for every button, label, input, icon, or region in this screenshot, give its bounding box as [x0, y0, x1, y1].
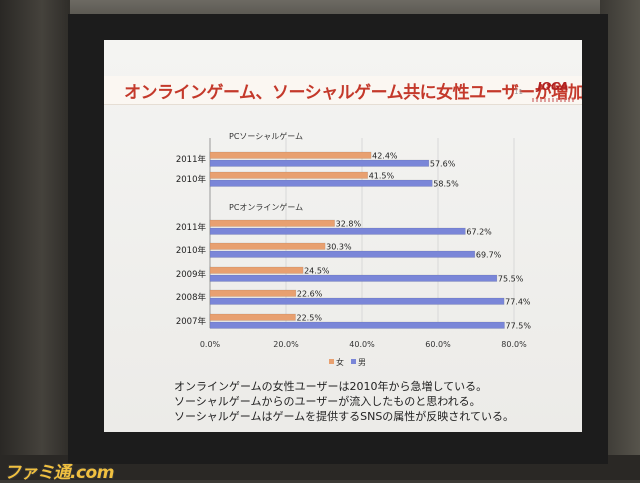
data-label: 30.3% [326, 243, 352, 252]
data-label: 22.6% [297, 290, 323, 299]
data-label: 24.5% [304, 267, 330, 276]
caption-line-2: ソーシャルゲームからのユーザーが流入したものと思われる。 [174, 395, 481, 408]
bar [209, 159, 430, 167]
bar [209, 274, 498, 282]
data-label: 69.7% [476, 251, 502, 260]
legend-swatch [329, 359, 334, 364]
x-tick-label: 80.0% [501, 340, 527, 349]
x-tick-label: 0.0% [200, 340, 221, 349]
bar [209, 289, 297, 297]
legend-label: 女 [336, 357, 344, 367]
bar [209, 219, 335, 227]
category-label: 2007年 [176, 316, 207, 327]
category-label: 2010年 [176, 174, 207, 185]
data-label: 77.4% [505, 298, 531, 307]
data-label: 57.6% [430, 160, 456, 169]
title-band [104, 76, 582, 105]
bar [209, 171, 368, 179]
bar [209, 297, 505, 305]
bar [209, 321, 505, 329]
group-label: PCソーシャルゲーム [229, 131, 303, 141]
data-label: 67.2% [466, 228, 492, 237]
category-label: 2008年 [176, 292, 207, 303]
x-tick-label: 20.0% [273, 340, 299, 349]
data-label: 22.5% [297, 314, 323, 323]
bar [209, 250, 476, 258]
category-label: 2011年 [176, 222, 207, 233]
curtain-left [0, 0, 70, 480]
bar-chart: 0.0% 20.0% 40.0% 60.0% 80.0% PCソーシャルゲーム 2011年 4… [176, 131, 532, 367]
bar [209, 313, 296, 321]
data-label: 58.5% [433, 180, 459, 189]
x-tick-label: 40.0% [349, 340, 375, 349]
bar [209, 179, 433, 187]
joga-logo: JOGA [537, 80, 569, 93]
x-tick-label: 60.0% [425, 340, 451, 349]
category-label: 2009年 [176, 269, 207, 280]
data-label: 42.4% [372, 152, 398, 161]
legend-label: 男 [358, 358, 366, 367]
slide-title: オンラインゲーム、ソーシャルゲーム共に女性ユーザーが増加 [124, 83, 582, 103]
caption-line-1: オンラインゲームの女性ユーザーは2010年から急増している。 [174, 380, 488, 393]
bar [209, 242, 326, 250]
category-label: 2011年 [176, 154, 207, 165]
category-label: 2010年 [176, 245, 207, 256]
bar [209, 227, 466, 235]
group-label: PCオンラインゲーム [229, 202, 303, 212]
data-label: 77.5% [506, 322, 532, 331]
data-label: 41.5% [369, 172, 395, 181]
logo-subtitle [532, 98, 576, 102]
presentation-slide: オンラインゲーム、ソーシャルゲーム共に女性ユーザーが増加 11 JOGA 0.0… [104, 40, 582, 432]
page-number: 11 [514, 88, 523, 96]
data-label: 32.8% [336, 220, 362, 229]
legend-swatch [351, 359, 356, 364]
famitsu-watermark: ファミ通.com [4, 463, 114, 483]
data-label: 75.5% [498, 275, 524, 284]
bar [209, 151, 372, 159]
bar [209, 266, 304, 274]
caption-line-3: ソーシャルゲームはゲームを提供するSNSの属性が反映されている。 [174, 410, 514, 423]
